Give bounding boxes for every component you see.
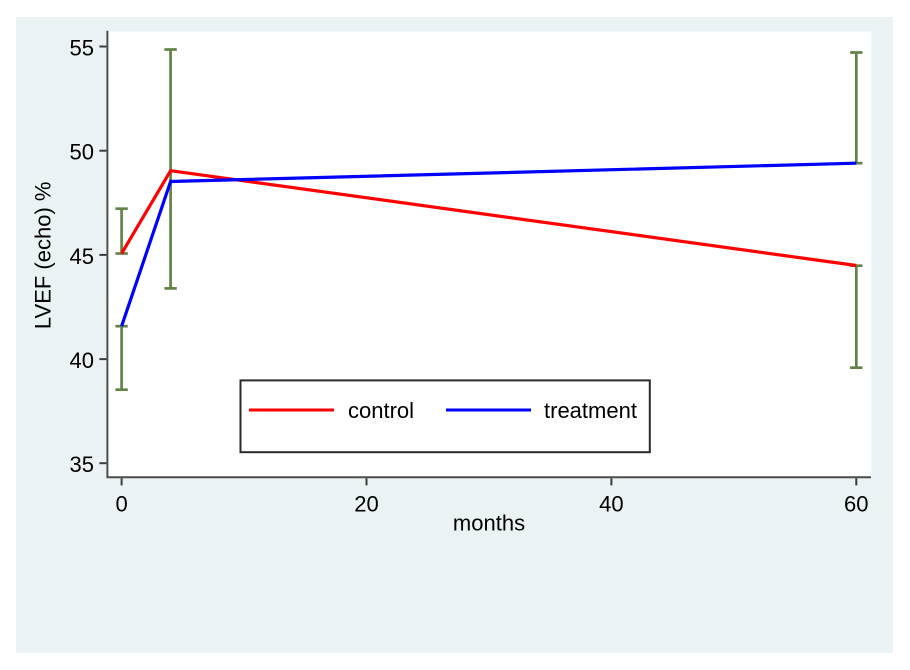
svg-text:55: 55 xyxy=(70,36,94,61)
svg-text:20: 20 xyxy=(354,492,378,517)
svg-text:control: control xyxy=(348,398,414,423)
svg-text:35: 35 xyxy=(70,452,94,477)
svg-text:treatment: treatment xyxy=(544,398,637,423)
svg-text:40: 40 xyxy=(599,492,623,517)
svg-text:60: 60 xyxy=(844,492,868,517)
svg-text:45: 45 xyxy=(70,244,94,269)
svg-text:40: 40 xyxy=(70,348,94,373)
svg-text:0: 0 xyxy=(115,492,127,517)
svg-text:months: months xyxy=(453,511,525,536)
svg-text:LVEF (echo) %: LVEF (echo) % xyxy=(31,182,56,330)
svg-text:50: 50 xyxy=(70,140,94,165)
